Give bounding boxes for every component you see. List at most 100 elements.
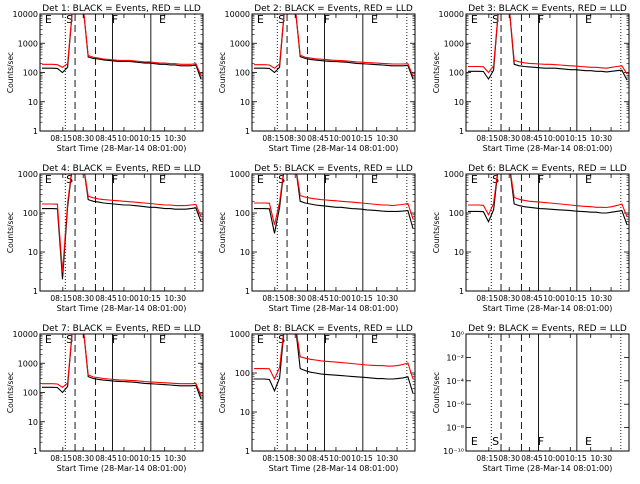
phase-marker: E — [471, 173, 478, 186]
x-axis-label: Start Time (28-Mar-14 08:01:00) — [57, 144, 187, 153]
x-tick-label: 10:30 — [164, 454, 186, 463]
phase-marker: F — [112, 173, 118, 186]
y-axis-label: Counts/sec — [218, 212, 227, 253]
y-axis-label: Counts/sec — [6, 212, 15, 253]
y-axis-label: Counts/sec — [218, 52, 227, 93]
x-axis-label: Start Time (28-Mar-14 08:01:00) — [269, 464, 399, 473]
series-lld-line — [254, 14, 414, 77]
panel-det-5: Det 5: BLACK = Events, RED = LLD 1 10 100 10… — [218, 164, 416, 313]
series-lld-line — [254, 174, 414, 225]
y-tick-label: 1000 — [444, 170, 464, 179]
x-tick-label: 10:30 — [376, 134, 398, 143]
y-tick-label: 1000 — [18, 359, 38, 368]
y-tick-label: 1 — [33, 447, 38, 456]
phase-marker: E — [371, 173, 378, 186]
y-tick-label: 10 — [240, 248, 250, 257]
x-axis-label: Start Time (28-Mar-14 08:01:00) — [57, 304, 187, 313]
y-tick-label: 10⁻¹⁰ — [443, 447, 464, 456]
series-events-line — [254, 334, 414, 394]
panel-title: Det 9: BLACK = Events, RED = LLD — [468, 324, 627, 334]
x-tick-label: 10:00 — [329, 294, 351, 303]
x-tick-label: 10:30 — [164, 134, 186, 143]
x-tick-label: 08:30 — [72, 454, 94, 463]
panel-title: Det 6: BLACK = Events, RED = LLD — [468, 164, 627, 174]
panel-det-2: Det 2: BLACK = Events, RED = LLD 1 10 100 10… — [218, 4, 416, 153]
plot-frame — [251, 333, 416, 452]
phase-marker: F — [538, 435, 544, 448]
x-tick-label: 10:00 — [117, 454, 139, 463]
y-tick-label: 1000 — [230, 170, 250, 179]
y-tick-label: 10000 — [439, 10, 464, 19]
x-tick-label: 10:00 — [329, 454, 351, 463]
x-tick-label: 08:30 — [72, 134, 94, 143]
y-axis-label: Counts/sec — [218, 372, 227, 413]
y-tick-label: 10000 — [13, 10, 38, 19]
x-tick-label: 10:00 — [543, 454, 565, 463]
y-tick-label: 100 — [235, 209, 250, 218]
series-events-line — [254, 174, 414, 234]
y-tick-label: 1 — [33, 127, 38, 136]
x-tick-label: 10:00 — [117, 134, 139, 143]
y-tick-label: 1000 — [18, 39, 38, 48]
panel-title: Det 1: BLACK = Events, RED = LLD — [42, 4, 201, 14]
y-tick-label: 10 — [28, 418, 38, 427]
x-tick-label: 08:15 — [476, 134, 498, 143]
plot-frame — [39, 333, 204, 452]
phase-marker: S — [66, 333, 73, 346]
y-tick-label: 1 — [245, 447, 250, 456]
phase-marker: E — [371, 13, 378, 26]
series-lld-line — [254, 334, 414, 381]
y-tick-label: 100 — [23, 69, 38, 78]
x-tick-label: 08:30 — [284, 134, 306, 143]
plot-frame — [465, 333, 630, 452]
y-tick-label: 1 — [459, 127, 464, 136]
x-tick-label: 08:30 — [498, 294, 520, 303]
phase-marker: F — [112, 333, 118, 346]
phase-marker: E — [371, 333, 378, 346]
x-tick-label: 08:15 — [50, 134, 72, 143]
x-tick-label: 08:15 — [262, 134, 284, 143]
x-tick-label: 08:30 — [498, 134, 520, 143]
y-tick-label: 1 — [245, 127, 250, 136]
y-tick-label: 10 — [28, 98, 38, 107]
y-tick-label: 10 — [240, 408, 250, 417]
phase-marker: E — [159, 13, 166, 26]
y-tick-label: 10000 — [225, 10, 250, 19]
x-tick-label: 08:15 — [476, 454, 498, 463]
y-tick-label: 100 — [235, 69, 250, 78]
y-tick-label: 100 — [23, 389, 38, 398]
phase-marker: F — [324, 333, 330, 346]
x-tick-label: 10:30 — [376, 294, 398, 303]
x-tick-label: 08:15 — [476, 294, 498, 303]
panel-det-6: Det 6: BLACK = Events, RED = LLD 1 10 100 10… — [432, 164, 630, 313]
y-tick-label: 1000 — [230, 39, 250, 48]
panel-det-3: Det 3: BLACK = Events, RED = LLD 1 10 100 10… — [432, 4, 630, 153]
x-tick-label: 10:15 — [565, 294, 587, 303]
y-tick-label: 10⁻⁶ — [446, 400, 464, 409]
plot-frame — [39, 13, 204, 132]
y-tick-label: 1000 — [444, 39, 464, 48]
x-tick-label: 10:00 — [543, 134, 565, 143]
x-tick-label: 08:15 — [262, 294, 284, 303]
phase-marker: S — [278, 333, 285, 346]
y-axis-label: Counts/sec — [6, 372, 15, 413]
phase-marker: S — [492, 435, 499, 448]
x-tick-label: 10:30 — [590, 454, 612, 463]
x-tick-label: 08:30 — [72, 294, 94, 303]
panel-title: Det 3: BLACK = Events, RED = LLD — [468, 4, 627, 14]
x-tick-label: 08:45 — [521, 294, 543, 303]
y-axis-label: Counts/sec — [432, 52, 441, 93]
x-tick-label: 10:00 — [117, 294, 139, 303]
y-tick-label: 10⁻⁸ — [446, 424, 464, 433]
y-tick-label: 100 — [449, 69, 464, 78]
series-lld-line — [468, 14, 628, 75]
phase-marker: S — [278, 173, 285, 186]
x-tick-label: 08:30 — [284, 294, 306, 303]
y-tick-label: 10 — [28, 248, 38, 257]
panel-title: Det 7: BLACK = Events, RED = LLD — [42, 324, 201, 334]
y-tick-label: 100 — [23, 209, 38, 218]
plot-frame — [465, 173, 630, 292]
x-tick-label: 10:15 — [139, 294, 161, 303]
y-tick-label: 10 — [454, 248, 464, 257]
